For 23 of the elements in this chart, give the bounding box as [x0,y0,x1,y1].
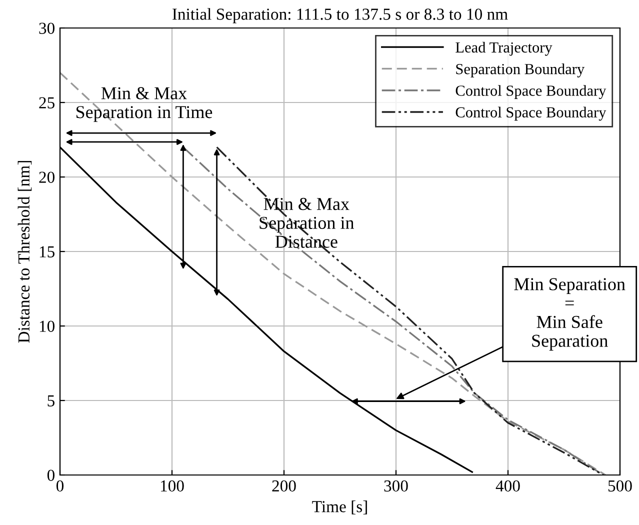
annotation: Min Separation = Min Safe Separation [514,278,626,351]
x-tick-label: 100 [160,480,184,492]
x-tick-label: 0 [56,480,64,492]
legend-label: Control Space Boundary [456,85,606,99]
annotation: Min & Max Separation in Distance [260,198,354,248]
x-tick-label: 200 [272,480,296,492]
chart-title: Initial Separation: 111.5 to 137.5 s or 8.3 to 10 nm [172,8,508,24]
y-tick-label: 25 [39,97,54,108]
y-tick-label: 5 [48,395,54,406]
y-tick-label: 30 [39,22,55,34]
y-tick-label: 0 [47,470,55,481]
x-axis-title: Time [s] [312,500,367,514]
x-tick-label: 500 [608,480,632,492]
legend-label: Lead Trajectory [456,42,552,56]
x-tick-label: 300 [384,480,408,492]
y-tick-label: 10 [40,320,55,332]
y-axis-title: Distance to Threshold [nm] [18,161,32,343]
annotation: Min & Max Separation in Time [76,87,212,122]
legend-label: Control Space Boundary [456,106,606,121]
y-tick-label: 15 [40,246,54,258]
y-tick-label: 20 [39,172,55,183]
legend-label: Separation Boundary [456,63,585,78]
x-tick-label: 400 [496,480,520,492]
